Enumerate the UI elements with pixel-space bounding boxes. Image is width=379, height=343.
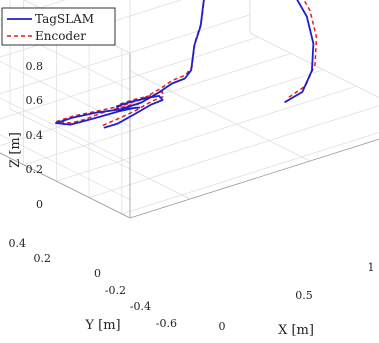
- y-tick-label: -0.6: [156, 317, 177, 330]
- z-tick-label: 0: [36, 198, 43, 211]
- series-lines: [55, 0, 318, 129]
- grid-line: [0, 53, 292, 146]
- legend: TagSLAM Encoder: [1, 7, 116, 46]
- y-tick-label: -0.4: [130, 300, 151, 313]
- x-tick-label: 1: [368, 261, 375, 274]
- legend-label-encoder: Encoder: [35, 29, 86, 43]
- x-axis-label: X [m]: [278, 323, 314, 338]
- y-tick-label: -0.2: [105, 284, 126, 297]
- y-tick-label: 0.4: [9, 237, 27, 250]
- z-tick-labels: 0.8 0.6 0.4 0.2 0: [26, 60, 44, 211]
- legend-box: [1, 7, 116, 46]
- axis-edge: [249, 32, 379, 98]
- grid-line: [249, 32, 379, 98]
- y-tick-label: 0: [94, 267, 101, 280]
- series-line-encoder: [55, 0, 318, 127]
- x-tick-labels: 0 0.5 1: [219, 261, 375, 333]
- y-tick-label: 0.2: [34, 252, 52, 265]
- series-line-tagslam: [55, 0, 315, 129]
- z-tick-label: 0.4: [26, 129, 44, 142]
- z-axis-label: Z [m]: [8, 132, 23, 168]
- axis-edge: [129, 138, 379, 219]
- z-tick-label: 0.8: [26, 60, 44, 73]
- grid-line: [121, 132, 379, 215]
- y-axis-label: Y [m]: [84, 318, 120, 333]
- grid-line: [9, 108, 191, 200]
- grid-line: [56, 85, 357, 182]
- axis-edge: [0, 152, 131, 219]
- grid-line: [23, 69, 324, 166]
- grid-line: [0, 134, 131, 200]
- x-tick-label: 0.5: [295, 289, 313, 302]
- grid-line: [0, 36, 259, 120]
- x-tick-label: 0: [219, 320, 226, 333]
- z-tick-label: 0.2: [26, 163, 44, 176]
- y-tick-labels: 0.4 0.2 0 -0.2 -0.4 -0.6: [9, 237, 178, 330]
- legend-label-tagslam: TagSLAM: [35, 12, 94, 26]
- grid-line: [0, 97, 131, 164]
- grid-line: [129, 70, 311, 162]
- grid-line: [88, 105, 379, 198]
- z-tick-label: 0.6: [26, 94, 44, 107]
